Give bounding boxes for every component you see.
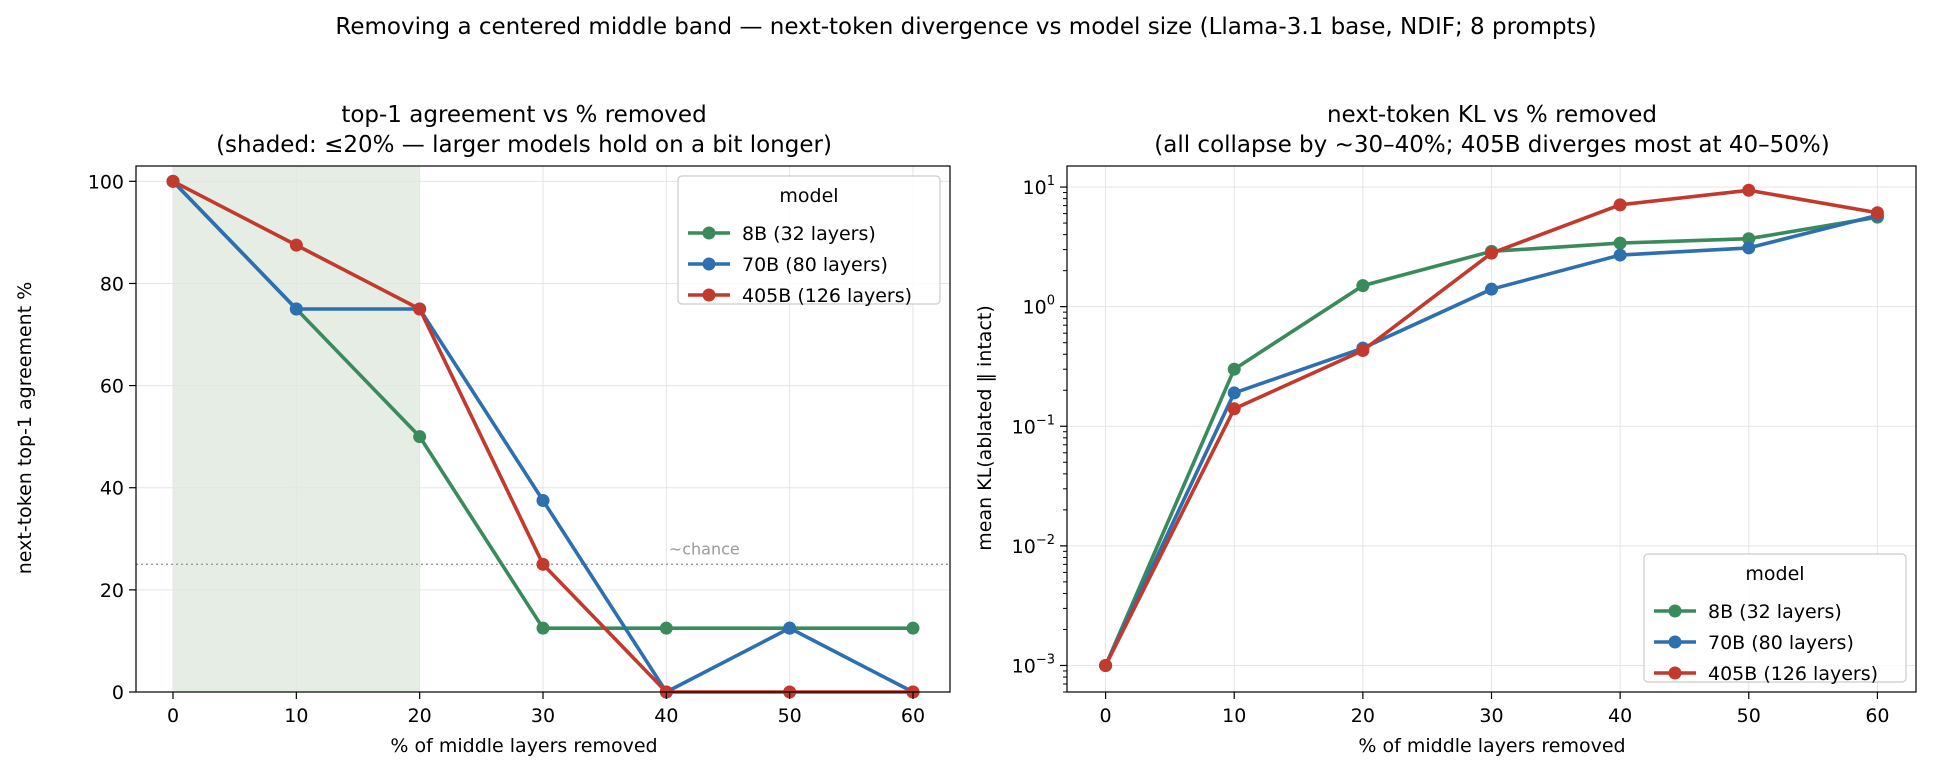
x-tick-label: 0 xyxy=(167,705,179,727)
data-point-8b xyxy=(1613,236,1627,250)
kl-series xyxy=(1099,183,1884,672)
data-point-405b xyxy=(1485,246,1498,260)
legend-marker-70b xyxy=(702,257,716,271)
data-point-8b xyxy=(413,430,427,444)
agreement-x-ticks: 0 10 20 30 40 50 60 xyxy=(167,692,925,727)
data-point-405b xyxy=(1870,206,1884,220)
agreement-chart-subtitle: (shaded: ≤20% — larger models hold on a … xyxy=(216,132,832,158)
legend-marker-405b xyxy=(1668,666,1682,680)
x-tick-label: 10 xyxy=(284,705,308,727)
y-tick-label: 40 xyxy=(100,478,124,500)
y-tick-label: 101 xyxy=(1023,174,1055,199)
chance-label: ~chance xyxy=(669,539,740,558)
data-point-405b xyxy=(1099,658,1113,672)
y-tick-label: 80 xyxy=(100,273,124,295)
agreement-y-ticks: 0 20 40 60 80 100 xyxy=(88,171,136,704)
x-tick-label: 50 xyxy=(778,705,802,727)
agreement-chart: top-1 agreement vs % removed (shaded: ≤2… xyxy=(14,102,951,757)
data-point-405b xyxy=(536,557,550,571)
data-point-70b xyxy=(289,302,303,316)
kl-x-label: % of middle layers removed xyxy=(1358,735,1625,757)
legend-marker-405b xyxy=(702,288,716,302)
kl-y-label: mean KL(ablated ‖ intact) xyxy=(974,305,996,551)
data-point-8b xyxy=(536,621,550,635)
x-tick-label: 60 xyxy=(901,705,925,727)
legend-marker-8b xyxy=(1668,604,1682,618)
y-tick-label: 20 xyxy=(100,580,124,602)
data-point-8b xyxy=(1742,232,1756,246)
legend-label-70b: 70B (80 layers) xyxy=(742,254,888,276)
data-point-70b xyxy=(783,621,797,635)
data-point-405b xyxy=(413,302,427,316)
x-tick-label: 20 xyxy=(1351,705,1375,727)
data-point-405b xyxy=(289,238,303,252)
x-tick-label: 40 xyxy=(1608,705,1632,727)
data-point-405b xyxy=(1742,183,1756,197)
kl-y-ticks: 10−3 10−2 10−1 100 101 xyxy=(1012,174,1067,693)
data-point-405b xyxy=(1613,198,1627,212)
data-point-70b xyxy=(1613,248,1627,262)
agreement-y-label: next-token top-1 agreement % xyxy=(14,282,36,575)
legend-label-405b: 405B (126 layers) xyxy=(1708,663,1878,685)
y-tick-label: 10−2 xyxy=(1012,533,1055,558)
x-tick-label: 40 xyxy=(654,705,678,727)
legend-box xyxy=(677,175,941,305)
kl-chart-subtitle: (all collapse by ~30–40%; 405B diverges … xyxy=(1154,132,1829,158)
data-point-405b xyxy=(1227,402,1241,416)
data-point-8b xyxy=(1356,279,1370,293)
legend-title: model xyxy=(779,185,838,207)
legend-marker-70b xyxy=(1668,635,1682,649)
data-point-405b xyxy=(166,174,180,188)
data-point-8b xyxy=(906,621,920,635)
x-tick-label: 60 xyxy=(1865,705,1889,727)
y-tick-label: 60 xyxy=(100,376,124,398)
legend-label-8b: 8B (32 layers) xyxy=(742,223,876,245)
x-tick-label: 0 xyxy=(1100,705,1112,727)
data-point-405b xyxy=(1356,343,1370,357)
kl-chart: next-token KL vs % removed (all collapse… xyxy=(974,102,1917,757)
kl-x-ticks: 0 10 20 30 40 50 60 xyxy=(1100,692,1890,727)
agreement-x-label: % of middle layers removed xyxy=(390,735,657,757)
figure-title: Removing a centered middle band — next-t… xyxy=(335,14,1596,40)
legend-box xyxy=(1643,553,1907,683)
agreement-chart-title: top-1 agreement vs % removed xyxy=(341,102,706,128)
agreement-legend: model 8B (32 layers) 70B (80 layers) 405B (… xyxy=(677,175,941,307)
legend-label-70b: 70B (80 layers) xyxy=(1708,632,1854,654)
data-point-70b xyxy=(1227,386,1241,400)
data-point-8b xyxy=(659,621,673,635)
y-tick-label: 0 xyxy=(112,682,124,704)
y-tick-label: 10−1 xyxy=(1012,413,1055,438)
kl-legend: model 8B (32 layers) 70B (80 layers) 405B (… xyxy=(1643,553,1907,685)
data-point-70b xyxy=(1485,282,1498,296)
x-tick-label: 20 xyxy=(408,705,432,727)
legend-label-8b: 8B (32 layers) xyxy=(1708,601,1842,623)
x-tick-label: 30 xyxy=(531,705,555,727)
y-tick-label: 100 xyxy=(1023,294,1055,319)
data-point-70b xyxy=(536,493,550,507)
legend-label-405b: 405B (126 layers) xyxy=(742,285,912,307)
kl-chart-title: next-token KL vs % removed xyxy=(1327,102,1657,128)
legend-marker-8b xyxy=(702,226,716,240)
x-tick-label: 30 xyxy=(1479,705,1503,727)
y-tick-label: 10−3 xyxy=(1012,652,1055,677)
data-point-70b xyxy=(1742,241,1756,255)
x-tick-label: 10 xyxy=(1222,705,1246,727)
y-tick-label: 100 xyxy=(88,171,124,193)
legend-title: model xyxy=(1745,563,1804,585)
data-point-8b xyxy=(1227,362,1241,376)
x-tick-label: 50 xyxy=(1737,705,1761,727)
